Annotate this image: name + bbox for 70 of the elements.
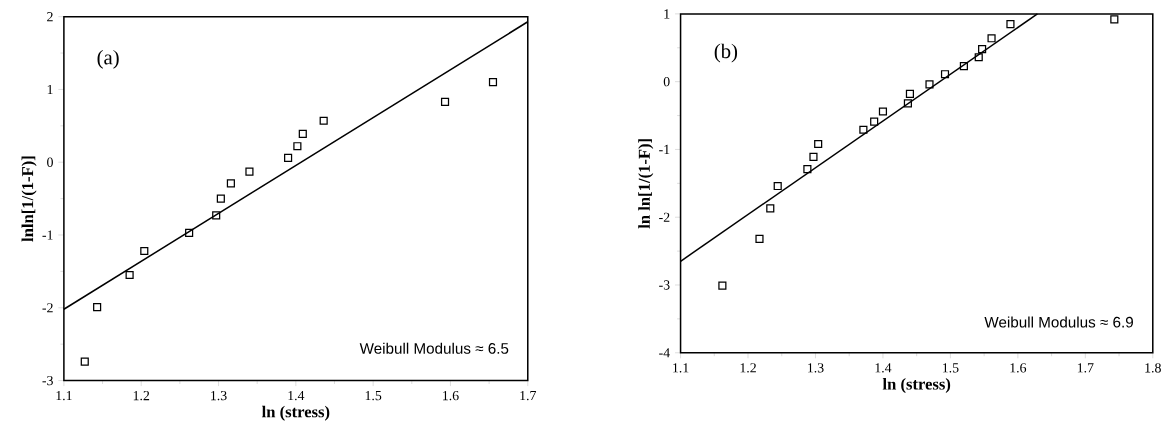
point bbox=[440, 97, 450, 106]
point bbox=[803, 164, 812, 174]
point bbox=[878, 107, 888, 116]
text: (b) bbox=[714, 43, 738, 63]
point bbox=[185, 228, 194, 237]
point bbox=[1110, 15, 1119, 24]
point bbox=[978, 45, 987, 54]
annotation: Weibull Modulus ≈ 6.5 bbox=[359, 342, 509, 354]
y-tick-label: -4 bbox=[659, 348, 670, 358]
point bbox=[293, 142, 302, 151]
point bbox=[766, 204, 775, 213]
x-tick-label: 1.8 bbox=[1145, 363, 1161, 373]
y-axis-title: lnln[1/(1-F)] bbox=[21, 156, 37, 242]
x-tick-label: 1.5 bbox=[365, 390, 382, 401]
x-tick-label: 1.6 bbox=[1010, 363, 1027, 373]
point bbox=[140, 246, 149, 256]
y-tick-label: -3 bbox=[659, 280, 670, 290]
point bbox=[80, 357, 89, 366]
y-tick-label: 1 bbox=[664, 9, 670, 19]
point bbox=[940, 70, 950, 79]
point bbox=[216, 194, 225, 203]
y-tick-label: -3 bbox=[42, 375, 53, 386]
point bbox=[93, 302, 102, 312]
point bbox=[1006, 19, 1015, 29]
x-tick-label: 1.3 bbox=[211, 390, 227, 401]
text: (a) bbox=[97, 49, 119, 69]
x-tick-label: 1.5 bbox=[942, 363, 959, 373]
x-tick-label: 1.1 bbox=[56, 390, 72, 401]
x-tick-label: 1.2 bbox=[133, 390, 150, 401]
x-axis-title: ln (stress) bbox=[261, 405, 330, 421]
point bbox=[245, 167, 254, 176]
point bbox=[488, 78, 498, 87]
point bbox=[859, 125, 868, 134]
point bbox=[987, 34, 996, 43]
y-tick-label: 1 bbox=[47, 84, 53, 94]
y-tick-label: -2 bbox=[659, 212, 670, 222]
point bbox=[974, 53, 983, 62]
y-tick-label: 2 bbox=[47, 12, 53, 22]
point bbox=[755, 234, 764, 243]
x-tick-label: 1.4 bbox=[288, 390, 305, 401]
x-tick-label: 1.7 bbox=[1077, 363, 1094, 373]
point bbox=[905, 89, 915, 98]
y-tick-label: -1 bbox=[42, 230, 53, 240]
point bbox=[773, 181, 782, 191]
annotation: Weibull Modulus ≈ 6.9 bbox=[984, 316, 1133, 328]
x-tick-label: 1.1 bbox=[673, 363, 689, 373]
y-tick-label: 0 bbox=[663, 76, 670, 87]
point bbox=[226, 179, 235, 188]
x-tick-label: 1.2 bbox=[740, 363, 756, 373]
y-tick-label: 0 bbox=[47, 157, 53, 167]
point bbox=[125, 270, 134, 280]
y-tick-label: -2 bbox=[42, 303, 53, 313]
point bbox=[925, 80, 934, 89]
point bbox=[212, 211, 221, 220]
x-tick-label: 1.6 bbox=[443, 390, 459, 401]
point bbox=[814, 139, 823, 149]
point bbox=[903, 99, 912, 108]
point bbox=[319, 116, 328, 125]
point bbox=[809, 152, 818, 161]
point bbox=[870, 117, 879, 126]
x-tick-label: 1.7 bbox=[520, 390, 537, 401]
y-axis-title: ln ln[1/(1-F)] bbox=[638, 139, 654, 229]
point bbox=[959, 61, 968, 71]
point bbox=[298, 129, 307, 138]
x-tick-label: 1.3 bbox=[808, 363, 824, 373]
point bbox=[284, 153, 293, 162]
y-tick-label: -1 bbox=[659, 144, 670, 154]
point bbox=[718, 281, 727, 290]
x-axis-title: ln (stress) bbox=[882, 377, 951, 393]
x-tick-label: 1.4 bbox=[875, 363, 892, 373]
